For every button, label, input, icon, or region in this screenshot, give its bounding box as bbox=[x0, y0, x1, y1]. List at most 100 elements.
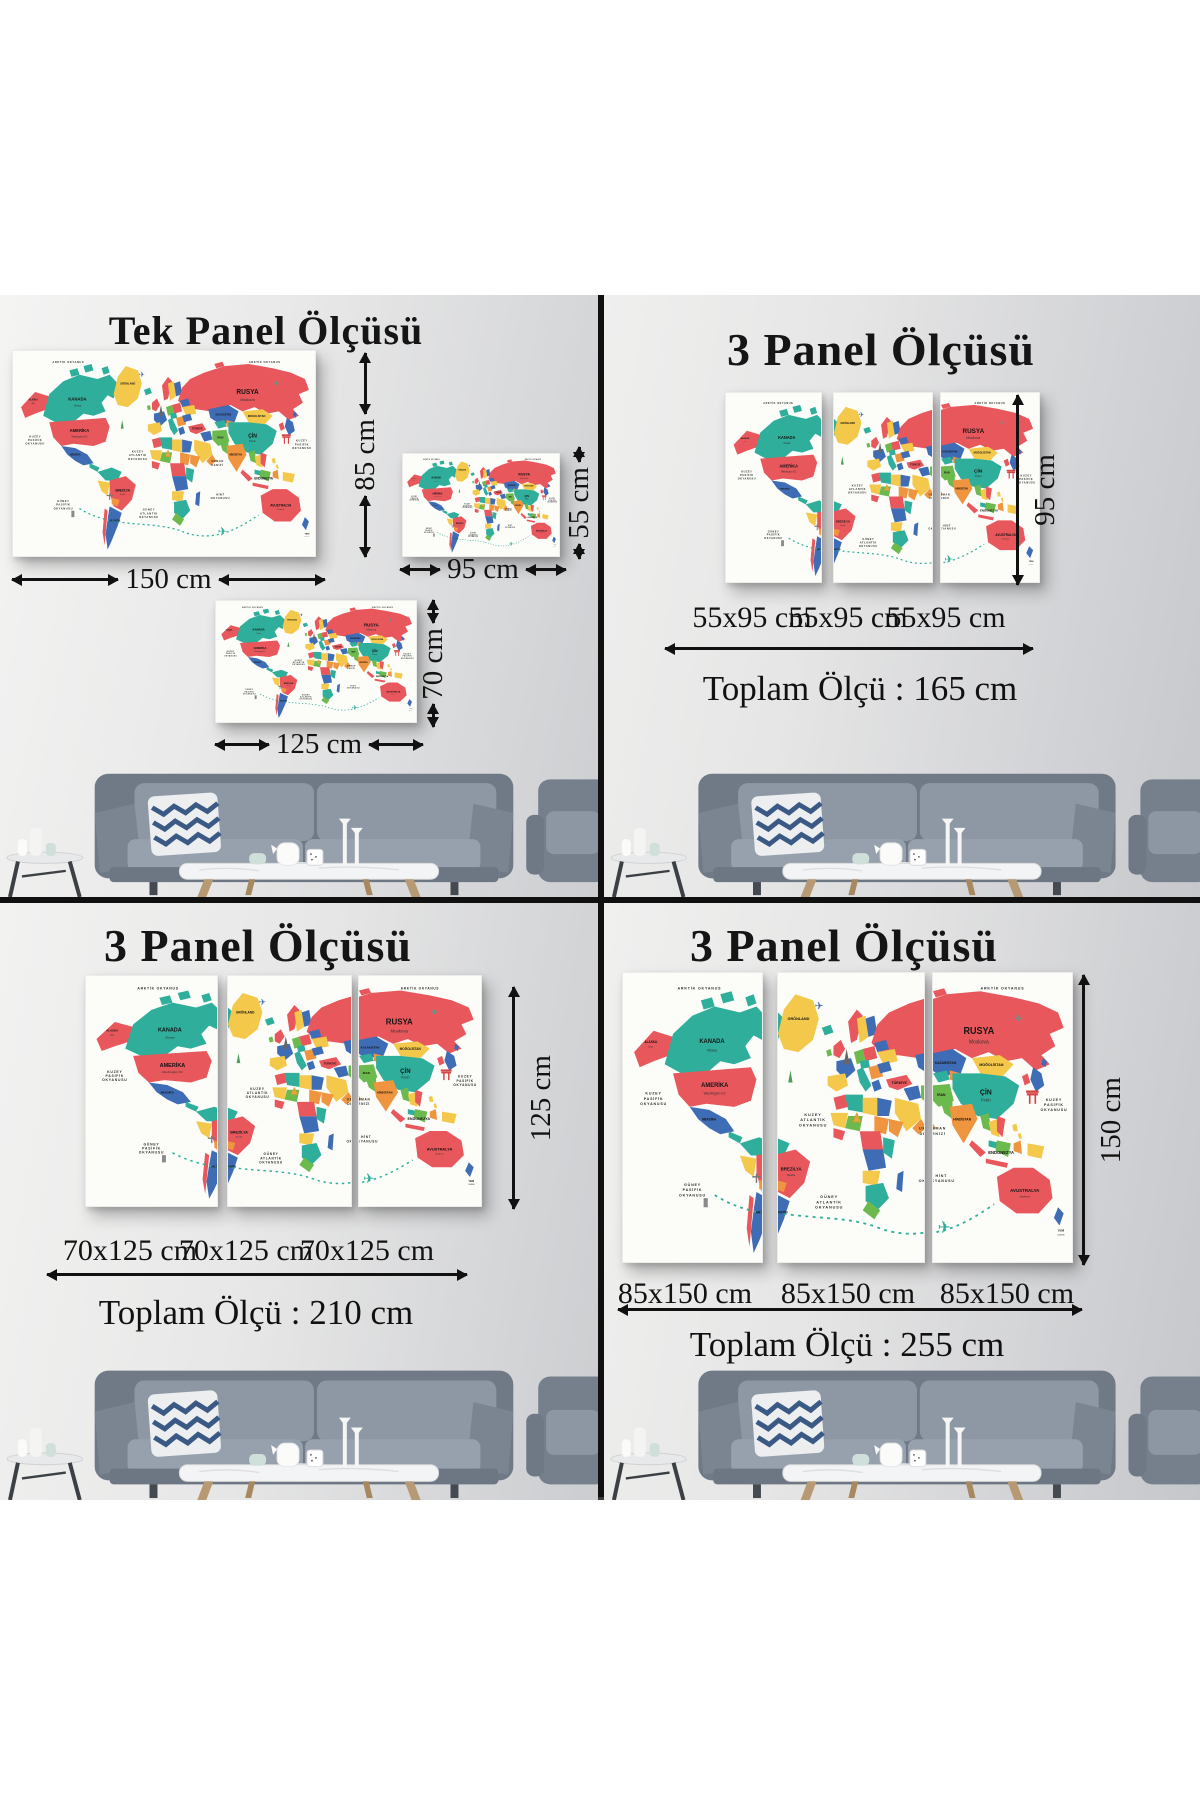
arrow-leftright-icon bbox=[665, 647, 1033, 650]
coffee-table bbox=[178, 1463, 440, 1500]
sofa-photo bbox=[604, 1353, 1200, 1500]
map-panel-1 bbox=[85, 975, 218, 1207]
pitcher bbox=[879, 842, 903, 866]
table-decor bbox=[852, 1417, 966, 1468]
pitcher bbox=[276, 1442, 300, 1468]
quadrant-3panel-255: 3 Panel Ölçüsü 150 cm 85x150 cm 85x150 c… bbox=[604, 903, 1200, 1500]
table-leg bbox=[362, 1481, 373, 1499]
dimension-width-150: 150 cm bbox=[12, 563, 325, 596]
quadrant-title: Tek Panel Ölçüsü bbox=[108, 308, 424, 353]
candlestick bbox=[941, 1417, 966, 1467]
map-panel-1 bbox=[622, 972, 763, 1263]
coffee-table bbox=[782, 1463, 1042, 1500]
bowl bbox=[249, 853, 267, 865]
back-cushion bbox=[919, 1380, 1099, 1442]
arrow-leftright-icon bbox=[618, 1308, 1082, 1311]
total-size-label: Toplam Ölçü : 165 cm bbox=[702, 669, 1018, 708]
vase bbox=[29, 827, 42, 856]
sofa-photo bbox=[0, 1353, 598, 1500]
map-panel-2 bbox=[833, 392, 933, 583]
sofa-photo bbox=[0, 757, 598, 897]
grid-divider-horizontal bbox=[0, 897, 1200, 903]
bowl bbox=[249, 1453, 267, 1466]
sofa-photo bbox=[604, 757, 1200, 897]
arrow-up-icon bbox=[577, 447, 581, 463]
throw-pillow bbox=[147, 1390, 222, 1457]
candlestick bbox=[338, 818, 363, 866]
world-map-print bbox=[403, 454, 559, 556]
arrow-updown-icon bbox=[1082, 975, 1085, 1265]
world-map-print-middle bbox=[834, 393, 932, 582]
table-decor bbox=[249, 1417, 363, 1468]
side-table bbox=[6, 1427, 84, 1500]
panel-size-label: 70x125 cm bbox=[62, 1234, 198, 1267]
map-canvas-95x55 bbox=[402, 453, 560, 557]
dimension-width-125: 125 cm bbox=[215, 728, 423, 761]
arrow-left-icon bbox=[400, 568, 441, 571]
throw-pillow bbox=[147, 792, 222, 856]
seat-cushion bbox=[907, 1439, 1083, 1473]
cup bbox=[45, 842, 56, 856]
total-size-label: Toplam Ölçü : 255 cm bbox=[689, 1325, 1005, 1364]
table-leg bbox=[800, 879, 817, 897]
throw-pillow bbox=[751, 1390, 825, 1457]
total-width-arrow bbox=[665, 647, 1033, 650]
dimension-height-85: 85 cm bbox=[348, 353, 382, 557]
mug bbox=[306, 848, 324, 866]
quadrant-title: 3 Panel Ölçüsü bbox=[727, 324, 1035, 375]
panel-size-label: 70x125 cm bbox=[299, 1234, 435, 1267]
panel-size-label: 85x150 cm bbox=[780, 1277, 916, 1310]
throw-pillow bbox=[751, 792, 825, 856]
dimension-height-70: 70 cm bbox=[416, 600, 450, 727]
table-leg bbox=[848, 1481, 859, 1499]
quadrant-single-panel: Tek Panel Ölçüsü 85 cm 150 cm 95 cm bbox=[0, 295, 598, 897]
arrow-right-icon bbox=[218, 578, 325, 581]
arrow-down-icon bbox=[363, 495, 367, 557]
table-leg bbox=[197, 1481, 214, 1500]
quadrant-title: 3 Panel Ölçüsü bbox=[104, 920, 412, 971]
side-table bbox=[610, 827, 687, 897]
arrow-up-icon bbox=[363, 353, 367, 415]
back-cushion bbox=[316, 1380, 497, 1442]
map-panel-3 bbox=[358, 975, 482, 1207]
cup bbox=[45, 1443, 56, 1457]
panel-size-label: 55x95 cm bbox=[692, 601, 812, 634]
arrow-updown-icon bbox=[1016, 395, 1019, 585]
bowl bbox=[852, 853, 870, 865]
quadrant-3panel-210: 3 Panel Ölçüsü 125 cm 70x125 cm 70x125 c… bbox=[0, 903, 598, 1500]
total-width-arrow bbox=[618, 1308, 1082, 1311]
coffee-table bbox=[178, 862, 440, 897]
map-panel-2 bbox=[227, 975, 352, 1207]
arrow-right-icon bbox=[369, 743, 423, 746]
quadrant-title: 3 Panel Ölçüsü bbox=[690, 920, 998, 971]
photo-grid: Tek Panel Ölçüsü 85 cm 150 cm 95 cm bbox=[0, 295, 1200, 1500]
vase bbox=[29, 1427, 42, 1457]
table-leg bbox=[245, 879, 256, 896]
grid-divider-vertical bbox=[598, 295, 604, 1497]
table-leg bbox=[965, 1481, 976, 1499]
table-leg bbox=[404, 879, 421, 897]
pitcher bbox=[879, 1442, 903, 1468]
bowl bbox=[852, 1453, 870, 1466]
map-panel-3 bbox=[932, 972, 1073, 1263]
vase bbox=[633, 827, 646, 856]
world-map-print-left bbox=[86, 976, 217, 1206]
dimension-height-55: 55 cm bbox=[562, 447, 596, 559]
arrow-leftright-icon bbox=[47, 1273, 467, 1276]
arrow-right-icon bbox=[525, 568, 566, 571]
dimension-height-95: 95 cm bbox=[1016, 395, 1062, 585]
cup bbox=[649, 1443, 660, 1457]
panel-size-label: 85x150 cm bbox=[617, 1277, 753, 1310]
map-panel-2 bbox=[777, 972, 925, 1263]
world-map-print-middle bbox=[778, 973, 924, 1262]
map-panel-1 bbox=[725, 392, 822, 583]
arrow-down-icon bbox=[577, 543, 581, 559]
table-leg bbox=[404, 1481, 421, 1500]
world-map-print-right bbox=[359, 976, 481, 1206]
table-leg bbox=[800, 1481, 817, 1500]
vase bbox=[621, 839, 631, 856]
mug bbox=[909, 848, 927, 866]
arrow-left-icon bbox=[12, 578, 119, 581]
world-map-print-left bbox=[726, 393, 821, 582]
arrow-updown-icon bbox=[512, 987, 515, 1209]
